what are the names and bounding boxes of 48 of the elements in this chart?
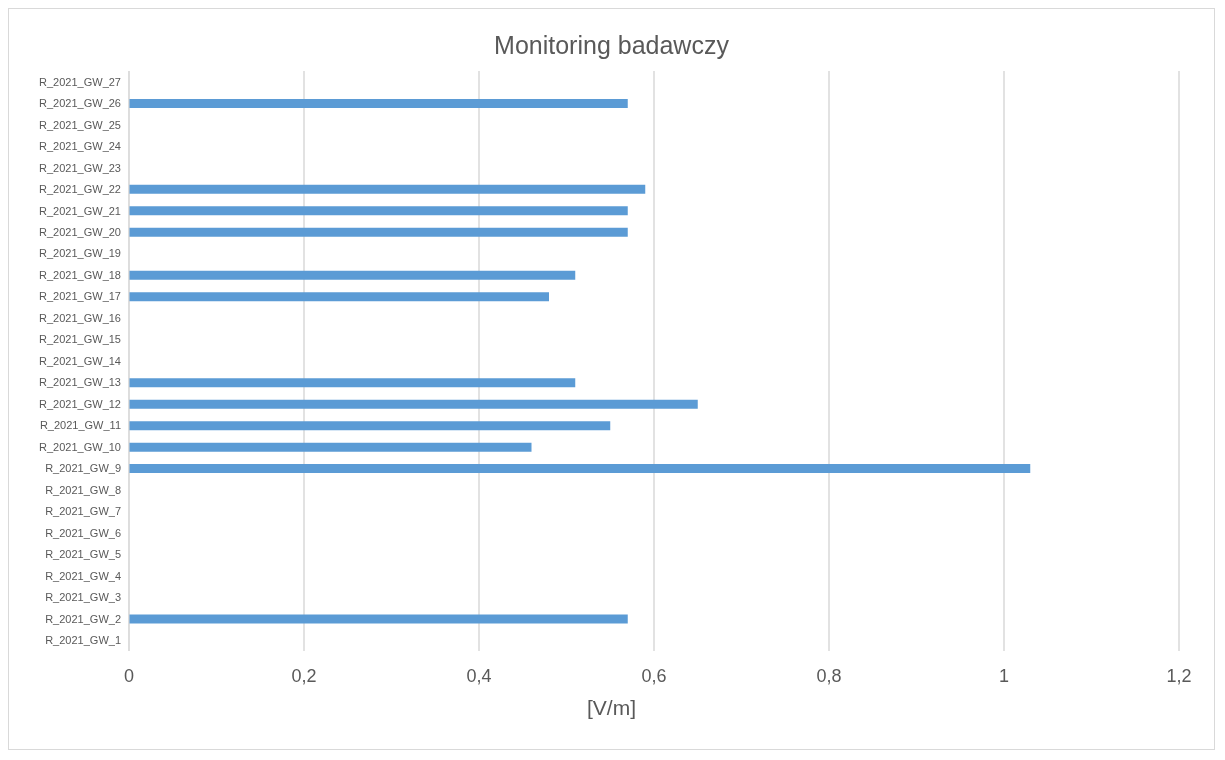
y-tick-label: R_2021_GW_18 (39, 268, 121, 281)
y-tick-label: R_2021_GW_11 (39, 419, 121, 432)
y-tick-label: R_2021_GW_5 (45, 548, 121, 561)
y-tick-label: R_2021_GW_16 (39, 311, 121, 324)
bar (129, 98, 628, 108)
bar (129, 399, 698, 409)
y-tick-label: R_2021_GW_14 (39, 354, 121, 367)
y-tick-label: R_2021_GW_22 (39, 183, 121, 196)
x-tick-label: 0 (123, 665, 135, 686)
y-tick-label: R_2021_GW_6 (45, 526, 121, 539)
y-tick-label: R_2021_GW_25 (39, 118, 121, 131)
x-tick-label: 0,6 (641, 665, 667, 686)
y-tick-label: R_2021_GW_2 (45, 612, 121, 625)
y-tick-label: R_2021_GW_1 (45, 634, 121, 647)
x-tick-label: 1 (998, 665, 1010, 686)
bar (129, 614, 628, 624)
y-tick-label: R_2021_GW_27 (39, 75, 121, 88)
y-tick-label: R_2021_GW_26 (39, 97, 121, 110)
x-tick-label: 0,8 (816, 665, 842, 686)
y-tick-label: R_2021_GW_19 (39, 247, 121, 260)
y-tick-label: R_2021_GW_13 (39, 376, 121, 389)
bar (129, 421, 611, 431)
y-tick-label: R_2021_GW_17 (39, 290, 121, 303)
y-tick-label: R_2021_GW_12 (39, 397, 121, 410)
y-tick-label: R_2021_GW_20 (39, 226, 121, 239)
bar (129, 270, 576, 280)
y-tick-label: R_2021_GW_8 (45, 483, 121, 496)
bar (129, 227, 628, 237)
y-tick-label: R_2021_GW_24 (39, 140, 121, 153)
bar (129, 442, 532, 452)
y-tick-label: R_2021_GW_15 (39, 333, 121, 346)
x-tick-label: 1,2 (1166, 665, 1192, 686)
y-tick-label: R_2021_GW_23 (39, 161, 121, 174)
x-tick-label: 0,4 (466, 665, 492, 686)
x-tick-label: 0,2 (291, 665, 317, 686)
y-tick-label: R_2021_GW_7 (45, 505, 121, 518)
x-axis-title: [V/m] (586, 696, 637, 720)
y-tick-label: R_2021_GW_3 (45, 591, 121, 604)
bar (129, 464, 1031, 474)
chart-title: Monitoring badawczy (493, 31, 730, 60)
y-tick-label: R_2021_GW_4 (45, 569, 121, 582)
y-tick-label: R_2021_GW_10 (39, 440, 121, 453)
bar (129, 206, 628, 216)
y-tick-label: R_2021_GW_9 (45, 462, 121, 475)
bar (129, 292, 549, 302)
bar (129, 184, 646, 194)
y-tick-label: R_2021_GW_21 (39, 204, 121, 217)
bar (129, 378, 576, 388)
